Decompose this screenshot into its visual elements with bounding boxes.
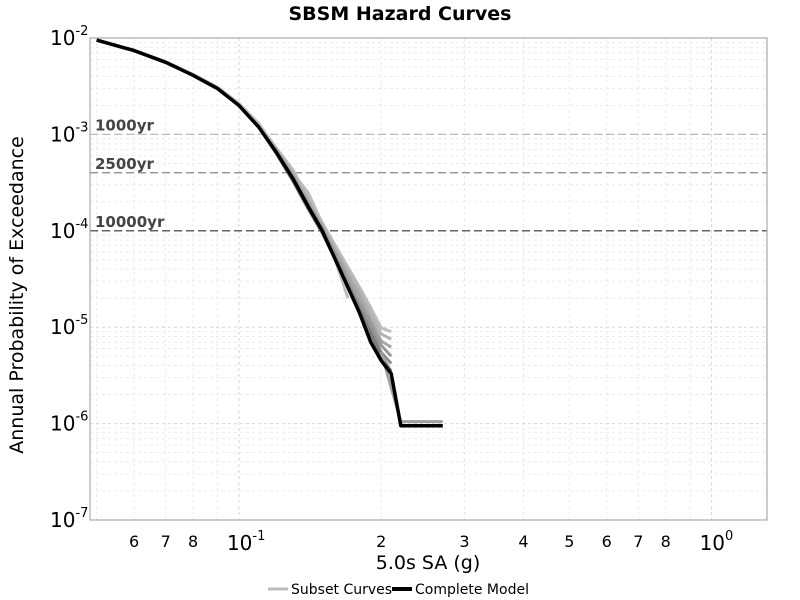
plot-area [90, 38, 767, 520]
y-tick-labels: 10-2 10-3 10-4 10-5 10-6 10-7 [50, 24, 88, 532]
x-tick-label: 5 [564, 532, 574, 551]
reference-line-label: 10000yr [95, 213, 165, 231]
y-tick-label: 10-3 [50, 120, 88, 146]
x-tick-label: 8 [188, 532, 198, 551]
reference-line-label: 2500yr [95, 155, 155, 173]
x-tick-label: 100 [700, 529, 734, 555]
legend-label-subset: Subset Curves [291, 582, 392, 598]
x-tick-label: 10-1 [227, 529, 265, 555]
x-tick-label: 3 [459, 532, 469, 551]
x-tick-label: 6 [129, 532, 139, 551]
x-tick-label: 7 [633, 532, 643, 551]
y-tick-label: 10-4 [50, 217, 88, 243]
plot-frame [89, 37, 768, 521]
x-tick-label: 7 [161, 532, 171, 551]
y-axis-label: Annual Probability of Exceedance [6, 136, 28, 454]
x-tick-label: 4 [518, 532, 528, 551]
y-tick-label: 10-2 [50, 24, 88, 50]
legend: Subset Curves Complete Model [268, 582, 529, 598]
x-tick-label: 2 [376, 532, 386, 551]
x-tick-label: 6 [602, 532, 612, 551]
chart-title: SBSM Hazard Curves [289, 3, 512, 25]
legend-label-complete: Complete Model [415, 582, 529, 598]
subset-curve [379, 351, 443, 424]
x-axis-label: 5.0s SA (g) [376, 552, 481, 574]
y-tick-label: 10-5 [50, 313, 88, 339]
curve-series [96, 38, 443, 428]
complete-model-curve [96, 38, 443, 428]
x-tick-label: 8 [661, 532, 671, 551]
y-tick-label: 10-7 [50, 506, 88, 532]
reference-line-label: 1000yr [95, 116, 155, 134]
minor-gridlines [90, 38, 767, 520]
y-tick-label: 10-6 [50, 410, 88, 436]
return-period-lines: 1000yr 2500yr 10000yr [90, 116, 767, 232]
x-tick-labels: 6 7 8 10-1 2 3 4 5 6 7 8 100 [129, 529, 733, 555]
